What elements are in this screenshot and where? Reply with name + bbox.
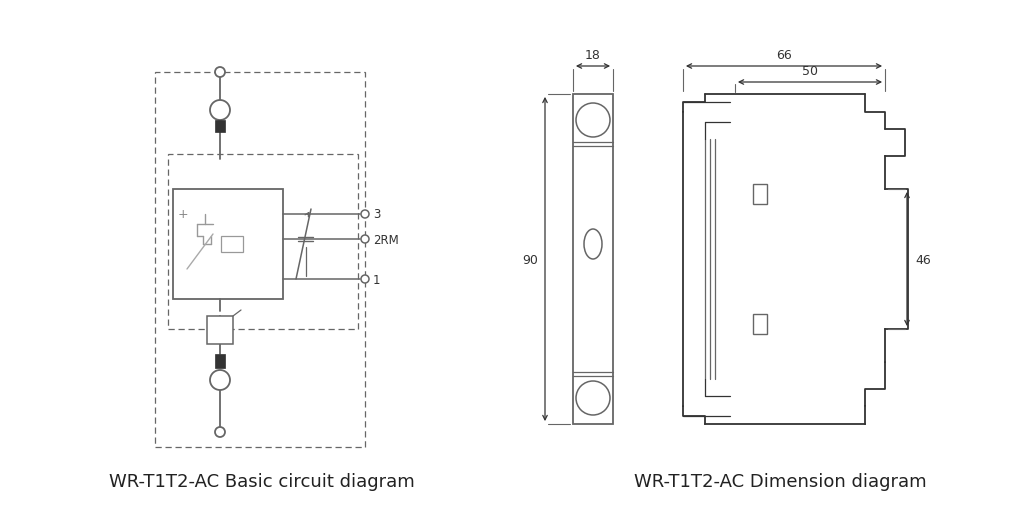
Circle shape xyxy=(576,104,611,138)
Bar xyxy=(753,185,766,205)
Text: 18: 18 xyxy=(585,49,601,62)
Circle shape xyxy=(215,427,225,437)
Bar xyxy=(573,95,613,424)
Bar xyxy=(155,73,365,447)
Bar xyxy=(221,237,243,252)
Bar xyxy=(207,317,233,344)
Text: WR-T1T2-AC Dimension diagram: WR-T1T2-AC Dimension diagram xyxy=(633,472,927,490)
Circle shape xyxy=(576,381,611,415)
Text: 2RM: 2RM xyxy=(373,233,399,246)
Circle shape xyxy=(210,370,230,390)
Text: +: + xyxy=(178,208,188,220)
Text: 3: 3 xyxy=(373,208,380,221)
Circle shape xyxy=(215,68,225,78)
Text: WR-T1T2-AC Basic circuit diagram: WR-T1T2-AC Basic circuit diagram xyxy=(109,472,415,490)
Text: 46: 46 xyxy=(915,253,931,266)
Bar xyxy=(173,190,283,299)
Text: 90: 90 xyxy=(522,253,538,266)
Bar xyxy=(753,315,766,334)
Ellipse shape xyxy=(584,230,602,260)
Bar xyxy=(168,155,358,329)
Bar xyxy=(215,354,225,369)
Bar xyxy=(215,121,225,133)
Text: 50: 50 xyxy=(802,65,818,78)
Circle shape xyxy=(361,275,369,284)
Circle shape xyxy=(361,236,369,243)
Text: 66: 66 xyxy=(776,49,792,62)
Circle shape xyxy=(210,101,230,121)
Circle shape xyxy=(361,211,369,218)
Text: 1: 1 xyxy=(373,273,380,286)
